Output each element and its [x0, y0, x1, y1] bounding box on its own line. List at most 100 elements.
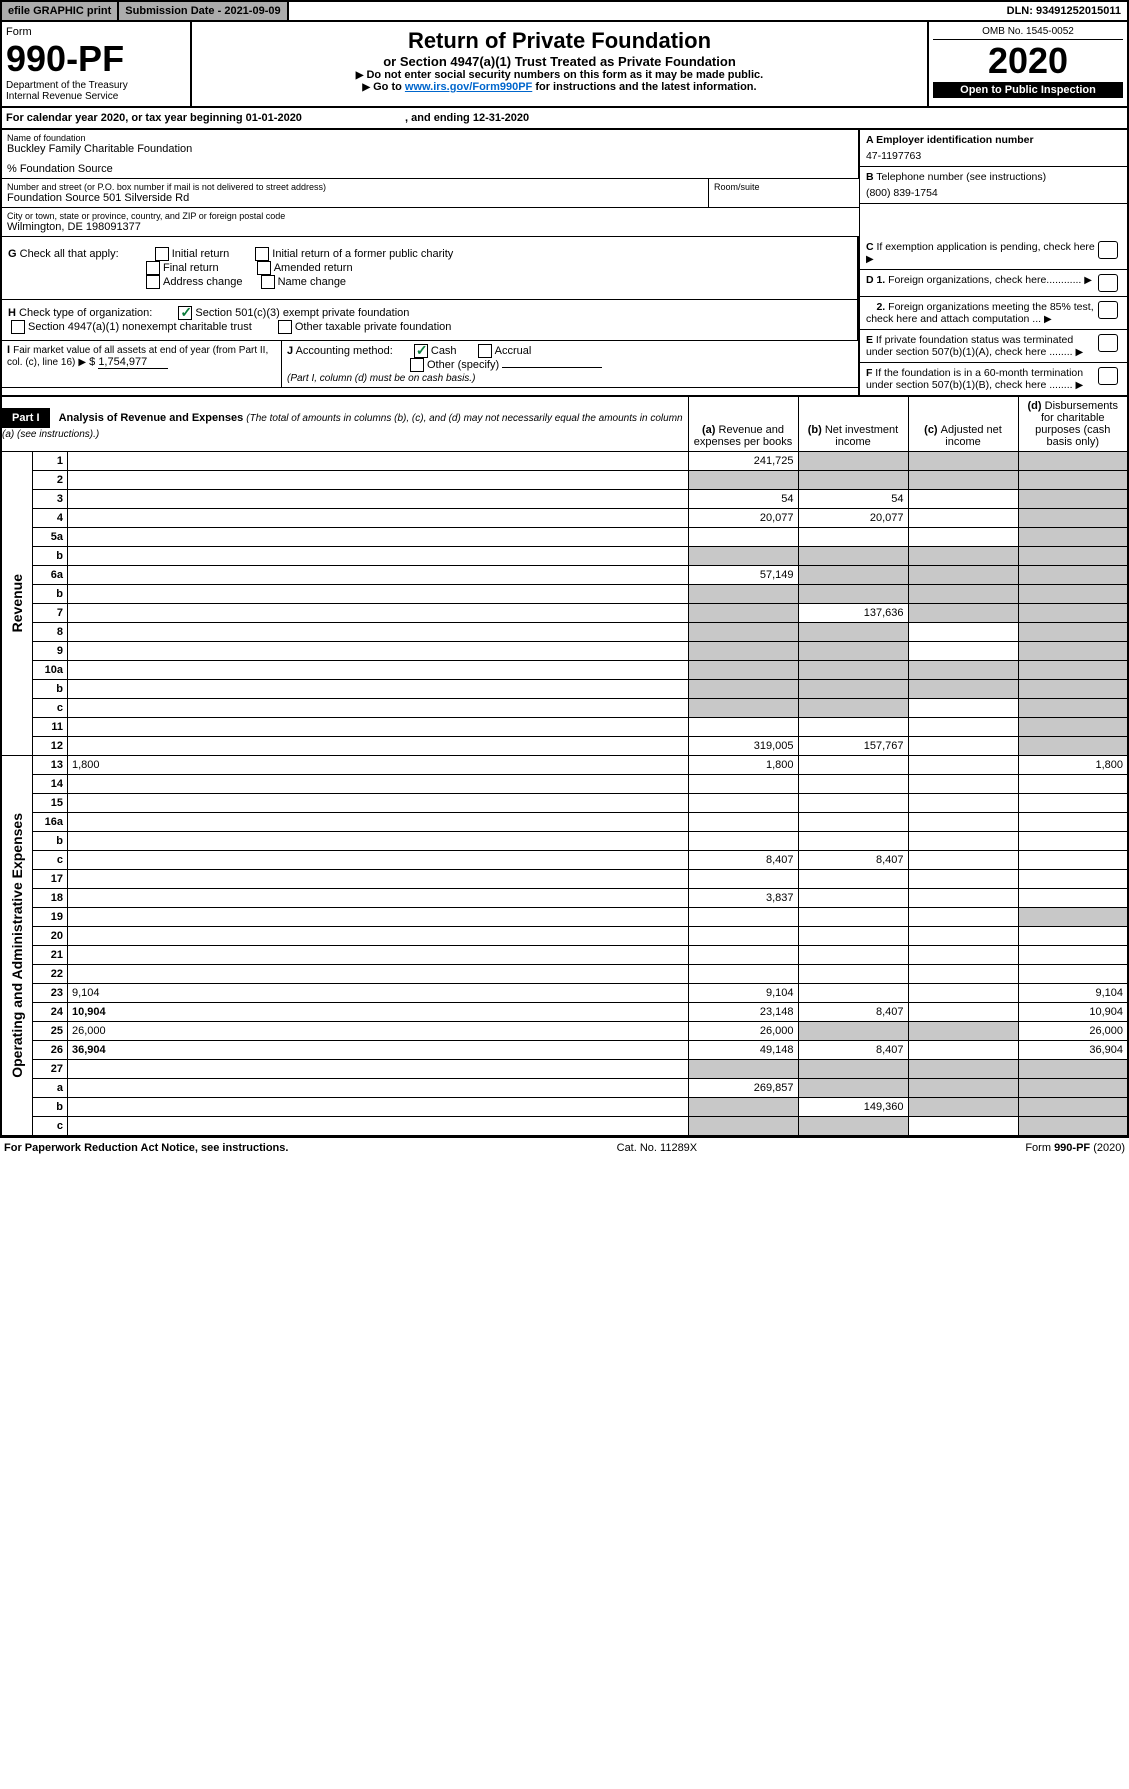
cb-other-acct[interactable] [410, 358, 424, 372]
cell-c [908, 1117, 1018, 1137]
row-desc [68, 623, 689, 642]
cell-c [908, 623, 1018, 642]
b-label: B [866, 171, 874, 183]
cb-f[interactable] [1098, 367, 1118, 385]
cell-d [1018, 642, 1128, 661]
row-num: 5a [33, 528, 68, 547]
cb-addr[interactable] [146, 275, 160, 289]
cell-d [1018, 452, 1128, 471]
cell-b [798, 471, 908, 490]
table-row: b [1, 680, 1128, 699]
hdr-right: OMB No. 1545-0052 2020 Open to Public In… [927, 22, 1127, 106]
cb-d2[interactable] [1098, 301, 1118, 319]
cell-a: 241,725 [688, 452, 798, 471]
street: Foundation Source 501 Silverside Rd [7, 192, 703, 204]
cell-d [1018, 547, 1128, 566]
g-addr: Address change [163, 276, 243, 288]
form-number: 990-PF [6, 38, 186, 80]
g-amended: Amended return [274, 262, 353, 274]
cell-a [688, 775, 798, 794]
name-label: Name of foundation [7, 133, 853, 143]
table-row: 19 [1, 908, 1128, 927]
cell-c [908, 756, 1018, 775]
h-label: H [8, 307, 16, 319]
instr1: Do not enter social security numbers on … [198, 69, 921, 81]
cell-c [908, 1022, 1018, 1041]
i-label: I [7, 344, 10, 356]
cb-name-chg[interactable] [261, 275, 275, 289]
cell-d [1018, 851, 1128, 870]
cb-d1[interactable] [1098, 274, 1118, 292]
cell-a: 57,149 [688, 566, 798, 585]
table-row: 2 [1, 471, 1128, 490]
cb-final[interactable] [146, 261, 160, 275]
cell-d [1018, 490, 1128, 509]
row-desc [68, 851, 689, 870]
cell-b: 149,360 [798, 1098, 908, 1117]
arrow-icon [1044, 313, 1055, 325]
cell-a: 54 [688, 490, 798, 509]
row-num: 21 [33, 946, 68, 965]
cell-c [908, 547, 1018, 566]
subdate-val: 2021-09-09 [224, 5, 280, 17]
cell-b [798, 870, 908, 889]
row-num: 23 [33, 984, 68, 1003]
row-num: b [33, 680, 68, 699]
h-text: Check type of organization: [19, 307, 152, 319]
efile-btn[interactable]: efile GRAPHIC print [2, 2, 119, 20]
cell-b [798, 528, 908, 547]
cb-cash[interactable] [414, 344, 428, 358]
cb-4947[interactable] [11, 320, 25, 334]
cell-a: 269,857 [688, 1079, 798, 1098]
cb-e[interactable] [1098, 334, 1118, 352]
cell-d: 10,904 [1018, 1003, 1128, 1022]
cell-a: 1,800 [688, 756, 798, 775]
cell-c [908, 737, 1018, 756]
j-label: J [287, 345, 293, 357]
instr-link[interactable]: www.irs.gov/Form990PF [405, 81, 532, 93]
caly-end: 12-31-2020 [473, 112, 529, 124]
cell-d [1018, 794, 1128, 813]
cell-a [688, 680, 798, 699]
cell-a [688, 718, 798, 737]
table-row: 2636,90449,1488,40736,904 [1, 1041, 1128, 1060]
d2-text: Foreign organizations meeting the 85% te… [866, 301, 1094, 325]
cell-d [1018, 509, 1128, 528]
cal-year-row: For calendar year 2020, or tax year begi… [0, 108, 1129, 130]
cb-initial[interactable] [155, 247, 169, 261]
cell-b [798, 775, 908, 794]
cell-b: 8,407 [798, 1003, 908, 1022]
caly-mid: , and ending [405, 112, 473, 124]
part1-title: Analysis of Revenue and Expenses [59, 412, 244, 424]
cb-501c3[interactable] [178, 306, 192, 320]
omb: OMB No. 1545-0052 [933, 26, 1123, 40]
cb-other-tax[interactable] [278, 320, 292, 334]
cell-c [908, 1041, 1018, 1060]
phone: (800) 839-1754 [866, 187, 1121, 199]
cb-initial-former[interactable] [255, 247, 269, 261]
arrow-icon [78, 356, 89, 368]
row-num: 25 [33, 1022, 68, 1041]
row-desc [68, 528, 689, 547]
table-row: 15 [1, 794, 1128, 813]
row-num: 20 [33, 927, 68, 946]
table-row: b149,360 [1, 1098, 1128, 1117]
cb-amended[interactable] [257, 261, 271, 275]
row-num: 15 [33, 794, 68, 813]
row-desc [68, 661, 689, 680]
subdate: Submission Date - 2021-09-09 [119, 2, 288, 20]
cell-b [798, 1079, 908, 1098]
cb-accrual[interactable] [478, 344, 492, 358]
d1-text: Foreign organizations, check here.......… [888, 274, 1081, 286]
row-desc [68, 946, 689, 965]
id-block: Name of foundation Buckley Family Charit… [0, 130, 1129, 237]
cell-a: 3,837 [688, 889, 798, 908]
cell-b [798, 1117, 908, 1137]
cell-b [798, 813, 908, 832]
row-desc [68, 813, 689, 832]
cell-c [908, 490, 1018, 509]
cell-d [1018, 680, 1128, 699]
cell-a: 26,000 [688, 1022, 798, 1041]
cell-c [908, 471, 1018, 490]
cb-c[interactable] [1098, 241, 1118, 259]
